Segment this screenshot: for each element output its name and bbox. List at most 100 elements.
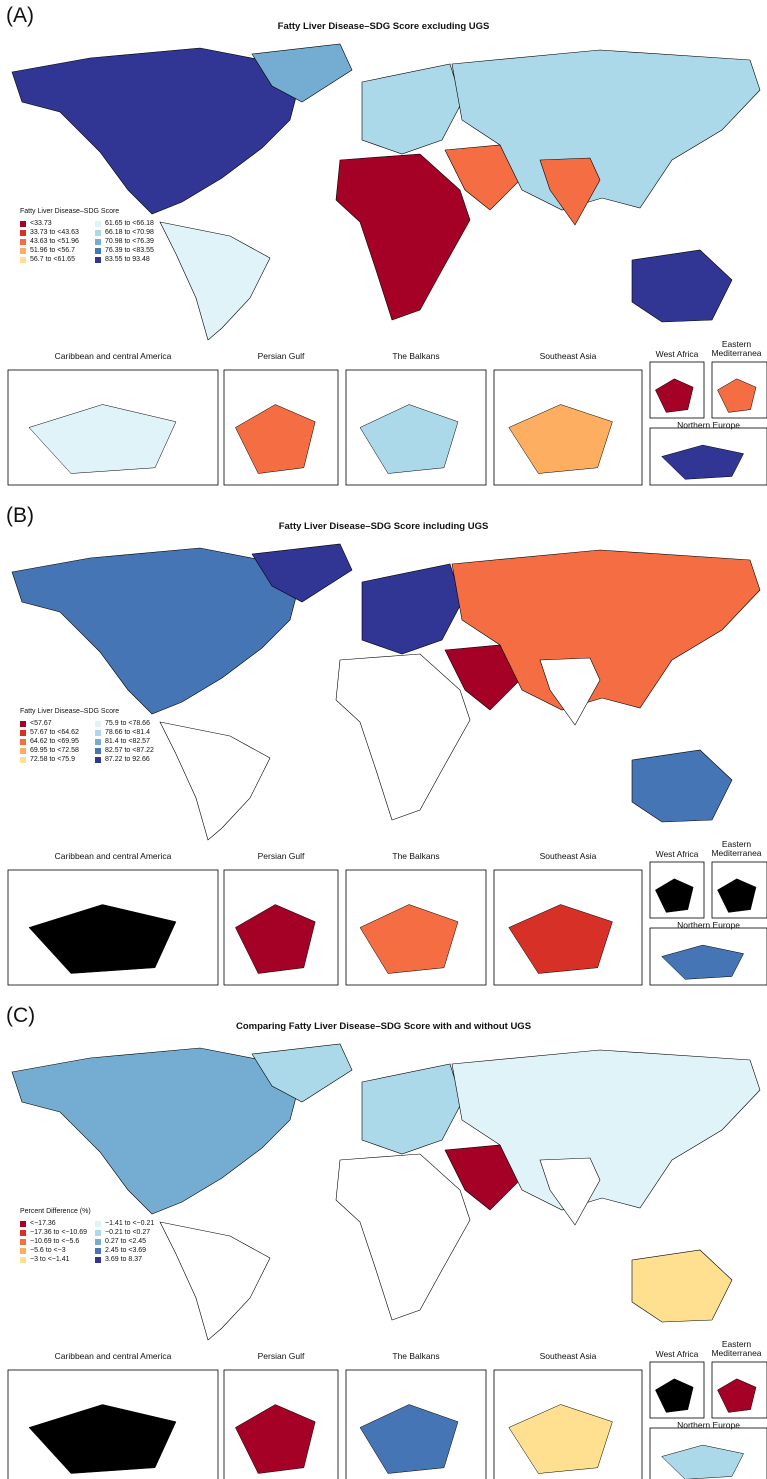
legend-swatch — [95, 721, 101, 727]
legend-swatch — [20, 239, 26, 245]
legend-swatch — [95, 248, 101, 254]
legend-label: 56.7 to <61.65 — [30, 256, 75, 264]
world-map — [12, 544, 760, 840]
region — [12, 1048, 300, 1214]
inset-title: The Balkans — [346, 1352, 486, 1361]
legend-swatch — [20, 739, 26, 745]
legend-label: 81.4 to <82.57 — [105, 738, 150, 746]
region — [12, 548, 300, 714]
legend-label: 72.58 to <75.9 — [30, 756, 75, 764]
legend-label: 2.45 to <3.69 — [105, 1247, 146, 1255]
legend-title: Fatty Liver Disease–SDG Score — [20, 708, 119, 716]
legend-label: −17.36 to <−10.69 — [30, 1229, 87, 1237]
inset-title: Caribbean and central America — [8, 352, 218, 361]
legend-label: 51.96 to <56.7 — [30, 247, 75, 255]
legend-swatch — [95, 1230, 101, 1236]
inset-title: Eastern Mediterranea — [706, 1340, 767, 1359]
legend-swatch — [20, 230, 26, 236]
legend-swatch — [95, 230, 101, 236]
region — [336, 1154, 470, 1320]
legend-swatch — [20, 730, 26, 736]
legend-label: 0.27 to <2.45 — [105, 1238, 146, 1246]
legend-swatch — [95, 1257, 101, 1263]
region — [336, 654, 470, 820]
legend-swatch — [95, 1239, 101, 1245]
legend-swatch — [20, 1221, 26, 1227]
legend-label: 64.62 to <69.95 — [30, 738, 79, 746]
inset-title: Southeast Asia — [494, 1352, 642, 1361]
region — [12, 48, 300, 214]
inset-title: Eastern Mediterranea — [706, 840, 767, 859]
legend-label: 61.65 to <66.18 — [105, 220, 154, 228]
region — [362, 1064, 462, 1154]
region — [160, 722, 270, 840]
legend-label: 70.98 to <76.39 — [105, 238, 154, 246]
legend-swatch — [20, 1230, 26, 1236]
figure: (A)Fatty Liver Disease–SDG Score excludi… — [0, 0, 767, 1479]
inset-title: The Balkans — [346, 352, 486, 361]
region — [336, 154, 470, 320]
legend-label: <33.73 — [30, 220, 52, 228]
legend-swatch — [95, 239, 101, 245]
inset-title: Caribbean and central America — [8, 1352, 218, 1361]
legend-title: Fatty Liver Disease–SDG Score — [20, 208, 119, 216]
legend-label: 78.66 to <81.4 — [105, 729, 150, 737]
panel-title: Fatty Liver Disease–SDG Score including … — [0, 522, 767, 532]
legend-swatch — [20, 748, 26, 754]
inset-title: Persian Gulf — [224, 1352, 338, 1361]
region — [632, 750, 732, 822]
inset-title: Eastern Mediterranea — [706, 340, 767, 359]
inset-title: West Africa — [646, 1350, 708, 1359]
legend-label: 75.9 to <78.66 — [105, 720, 150, 728]
legend-label: 57.67 to <64.62 — [30, 729, 79, 737]
inset-title: Southeast Asia — [494, 852, 642, 861]
legend-label: 83.55 to 93.48 — [105, 256, 150, 264]
legend-swatch — [95, 1248, 101, 1254]
world-map — [12, 1044, 760, 1340]
legend-label: 33.73 to <43.63 — [30, 229, 79, 237]
legend-label: <57.67 — [30, 720, 52, 728]
legend-swatch — [95, 748, 101, 754]
inset-title: Northern Europe — [650, 921, 767, 930]
region — [362, 564, 462, 654]
region — [362, 64, 462, 154]
legend-swatch — [95, 757, 101, 763]
legend-label: −0.21 to <0.27 — [105, 1229, 150, 1237]
region — [160, 1222, 270, 1340]
inset-title: Northern Europe — [650, 421, 767, 430]
legend-swatch — [95, 257, 101, 263]
region — [632, 250, 732, 322]
legend-swatch — [95, 221, 101, 227]
panel-title: Comparing Fatty Liver Disease–SDG Score … — [0, 1022, 767, 1032]
legend-label: 3.69 to 8.37 — [105, 1256, 142, 1264]
legend-swatch — [20, 221, 26, 227]
inset-title: Caribbean and central America — [8, 852, 218, 861]
legend-label: −10.69 to <−5.6 — [30, 1238, 79, 1246]
legend-label: 87.22 to 92.66 — [105, 756, 150, 764]
world-map — [12, 44, 760, 340]
legend-label: <−17.36 — [30, 1220, 56, 1228]
region — [160, 222, 270, 340]
legend-swatch — [20, 757, 26, 763]
legend-swatch — [20, 257, 26, 263]
legend-label: 66.18 to <70.98 — [105, 229, 154, 237]
inset-title: Northern Europe — [650, 1421, 767, 1430]
legend-title: Percent Difference (%) — [20, 1208, 91, 1216]
legend-swatch — [20, 721, 26, 727]
inset-title: The Balkans — [346, 852, 486, 861]
inset-title: Persian Gulf — [224, 852, 338, 861]
legend-label: 82.57 to <87.22 — [105, 747, 154, 755]
inset-title: West Africa — [646, 850, 708, 859]
legend-swatch — [95, 1221, 101, 1227]
legend-label: 76.39 to <83.55 — [105, 247, 154, 255]
legend-label: −1.41 to <−0.21 — [105, 1220, 154, 1228]
panel-title: Fatty Liver Disease–SDG Score excluding … — [0, 22, 767, 32]
legend-label: −3 to <−1.41 — [30, 1256, 70, 1264]
region — [632, 1250, 732, 1322]
inset-title: West Africa — [646, 350, 708, 359]
legend-swatch — [20, 1239, 26, 1245]
legend-swatch — [20, 1248, 26, 1254]
legend-swatch — [20, 248, 26, 254]
legend-label: 69.95 to <72.58 — [30, 747, 79, 755]
legend-swatch — [95, 730, 101, 736]
